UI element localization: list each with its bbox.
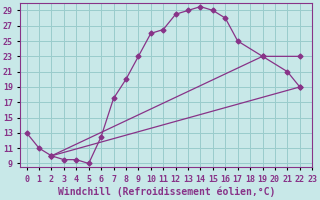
X-axis label: Windchill (Refroidissement éolien,°C): Windchill (Refroidissement éolien,°C) — [58, 187, 275, 197]
